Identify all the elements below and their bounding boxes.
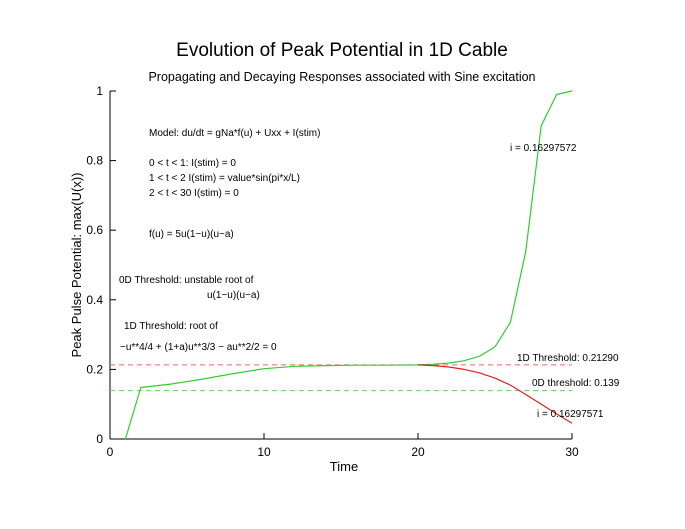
series-line-decaying bbox=[417, 364, 573, 424]
series-line-propagating bbox=[124, 90, 573, 440]
threshold-0d-annotation-2: u(1−u)(u−a) bbox=[207, 290, 260, 301]
y-tick-label: 0.8 bbox=[86, 154, 103, 168]
stim-annotation-2: 1 < t < 2 I(stim) = value*sin(pi*x/L) bbox=[149, 173, 300, 184]
y-tick-label: 1 bbox=[96, 84, 103, 98]
x-axis-ticks: 0 10 20 30 bbox=[107, 433, 579, 459]
chart-subtitle: Propagating and Decaying Responses assoc… bbox=[148, 70, 535, 84]
y-tick-label: 0.4 bbox=[86, 293, 103, 307]
y-axis-label: Peak Pulse Potential: max(U(x)) bbox=[69, 173, 84, 358]
threshold-0d-label: 0D threshold: 0.139 bbox=[532, 378, 620, 389]
y-tick-label: 0 bbox=[96, 432, 103, 446]
y-tick-label: 0.6 bbox=[86, 223, 103, 237]
threshold-lines bbox=[110, 364, 572, 392]
fu-annotation: f(u) = 5u(1−u)(u−a) bbox=[149, 229, 234, 240]
y-axis-ticks: 0 0.2 0.4 0.6 0.8 1 bbox=[86, 84, 116, 446]
x-tick-label: 20 bbox=[411, 445, 425, 459]
x-tick-label: 0 bbox=[107, 445, 114, 459]
threshold-0d-annotation-1: 0D Threshold: unstable root of bbox=[119, 275, 254, 286]
x-tick-label: 10 bbox=[257, 445, 271, 459]
stim-annotation-3: 2 < t < 30 I(stim) = 0 bbox=[149, 188, 239, 199]
stim-annotation-1: 0 < t < 1: I(stim) = 0 bbox=[149, 158, 236, 169]
threshold-1d-annotation-2: −u**4/4 + (1+a)u**3/3 − au**2/2 = 0 bbox=[120, 342, 277, 353]
data-series bbox=[124, 90, 573, 440]
x-tick-label: 30 bbox=[565, 445, 579, 459]
series-label-decaying: i = 0.16297571 bbox=[537, 409, 604, 420]
x-axis-label: Time bbox=[330, 459, 358, 474]
chart-title: Evolution of Peak Potential in 1D Cable bbox=[176, 40, 508, 61]
y-tick-label: 0.2 bbox=[86, 362, 103, 376]
threshold-1d-label: 1D Threshold: 0.21290 bbox=[517, 353, 619, 364]
model-annotation: Model: du/dt = gNa*f(u) + Uxx + I(stim) bbox=[149, 128, 320, 139]
series-label-propagating: i = 0.16297572 bbox=[510, 143, 577, 154]
threshold-1d-annotation-1: 1D Threshold: root of bbox=[124, 321, 218, 332]
